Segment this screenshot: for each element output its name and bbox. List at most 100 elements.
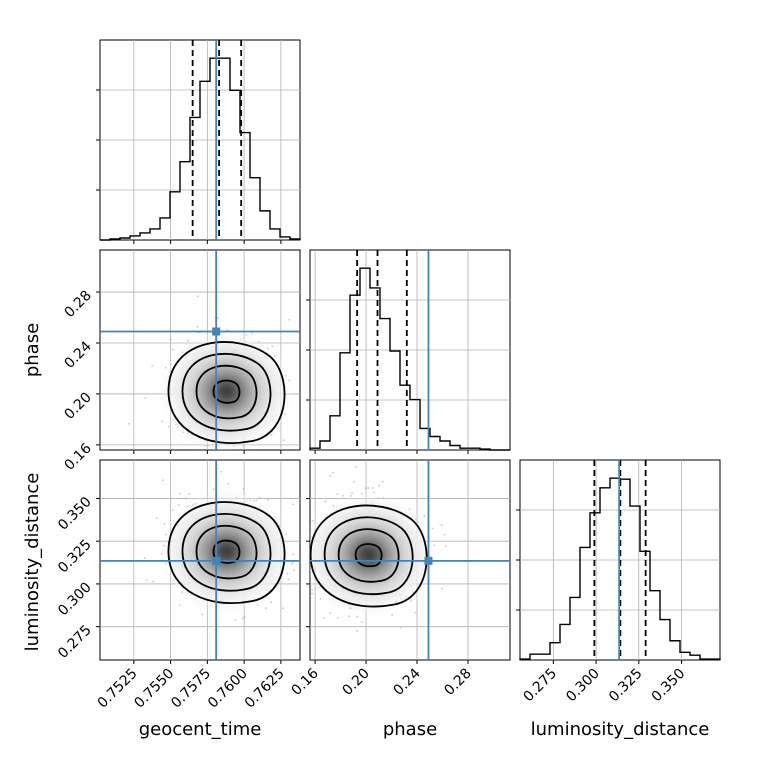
sample-point	[242, 617, 245, 620]
sample-point	[351, 491, 353, 494]
sample-point	[167, 425, 170, 428]
x-tick-label-geocent_time-1: 0.7550	[131, 666, 177, 712]
sample-point	[185, 505, 188, 508]
histogram-step-phase	[309, 267, 510, 451]
contour-level-2	[195, 524, 258, 580]
histogram-step-geocent_time	[100, 57, 301, 241]
sample-point	[264, 607, 267, 610]
sample-point	[440, 523, 443, 526]
sample-point	[257, 340, 260, 343]
x-tick-label-luminosity_distance-1: 0.300	[563, 666, 603, 706]
sample-point	[169, 338, 172, 341]
sample-point	[288, 318, 291, 321]
sample-point	[282, 607, 285, 610]
x-tick-label-phase-3: 0.28	[441, 666, 474, 699]
truth-marker	[424, 556, 433, 565]
sample-point	[255, 499, 258, 502]
sample-point	[175, 423, 178, 426]
sample-point	[410, 599, 413, 602]
sample-point	[250, 332, 253, 335]
sample-point	[322, 616, 325, 619]
sample-point	[160, 552, 163, 555]
x-tick-label-geocent_time-0: 0.7525	[95, 666, 141, 712]
sample-point	[242, 445, 245, 447]
sample-point	[314, 587, 317, 590]
sample-point	[371, 487, 374, 489]
sample-point	[414, 518, 417, 521]
sample-point	[227, 482, 230, 485]
sample-point	[220, 470, 223, 473]
sample-point	[342, 494, 345, 497]
contour-level-2	[337, 528, 400, 583]
sample-point	[233, 445, 235, 448]
sample-point	[219, 449, 222, 450]
density-level-4	[358, 545, 379, 564]
sample-point	[235, 496, 238, 499]
x-tick-label-luminosity_distance-2: 0.325	[606, 666, 646, 706]
sample-point	[441, 587, 443, 590]
sample-point	[364, 487, 367, 490]
luminosity-distance-vs-phase-panel	[305, 459, 511, 661]
sample-point	[311, 592, 314, 595]
x-tick-label-luminosity_distance-3: 0.350	[649, 666, 689, 706]
sample-point	[143, 557, 146, 559]
sample-point	[356, 629, 359, 632]
sample-point	[408, 508, 411, 511]
sample-point	[188, 493, 191, 495]
sample-point	[224, 454, 226, 456]
sample-point	[273, 354, 276, 357]
sample-point	[291, 561, 294, 564]
contour-level-1	[181, 353, 272, 432]
sample-point	[226, 328, 229, 331]
sample-point	[305, 518, 307, 520]
sample-point	[213, 449, 215, 450]
sample-point	[249, 499, 252, 502]
density-shading	[167, 337, 286, 446]
phase-vs-geocent-time-panel	[99, 249, 304, 458]
sample-point	[178, 604, 181, 607]
sample-point	[286, 572, 289, 575]
sample-point	[311, 589, 314, 591]
sample-point	[161, 420, 164, 423]
sample-point	[195, 502, 198, 505]
sample-point	[128, 422, 130, 425]
sample-point	[318, 586, 321, 589]
sample-point	[252, 452, 254, 454]
x-tick-label-luminosity_distance-0: 0.275	[520, 666, 560, 706]
x-axis-title-luminosity-distance: luminosity_distance	[531, 719, 710, 740]
sample-point	[193, 451, 195, 453]
sample-point	[336, 493, 339, 496]
sample-point	[328, 612, 331, 615]
sample-point	[182, 431, 185, 434]
sample-point	[245, 333, 248, 336]
sample-point	[377, 497, 380, 500]
x-tick-label-phase-0: 0.16	[289, 665, 322, 698]
sample-point	[168, 370, 171, 373]
sample-point	[176, 425, 179, 428]
sample-point	[423, 515, 426, 517]
sample-point	[302, 335, 304, 337]
density-shading	[310, 500, 428, 609]
luminosity-distance-vs-geocent-time-panel	[99, 459, 301, 661]
sample-point	[196, 325, 199, 328]
y-tick-label-luminosity_distance-1: 0.300	[55, 579, 95, 619]
sample-point	[185, 497, 188, 500]
sample-point	[258, 496, 261, 499]
y-axis-title-phase: phase	[22, 323, 43, 377]
sample-point	[443, 533, 446, 536]
sample-point	[187, 339, 189, 342]
sample-point	[311, 519, 314, 522]
sample-point	[381, 480, 384, 483]
phase-histogram-panel	[306, 249, 511, 451]
sample-point	[251, 456, 253, 458]
sample-point	[329, 474, 332, 477]
sample-point	[172, 509, 175, 512]
sample-point	[310, 594, 312, 597]
sample-point	[433, 544, 436, 547]
contour-level-3	[212, 379, 241, 404]
sample-point	[256, 604, 259, 607]
sample-point	[367, 487, 370, 490]
sample-point	[292, 503, 295, 506]
sample-point	[234, 619, 237, 621]
sample-point	[267, 590, 270, 593]
